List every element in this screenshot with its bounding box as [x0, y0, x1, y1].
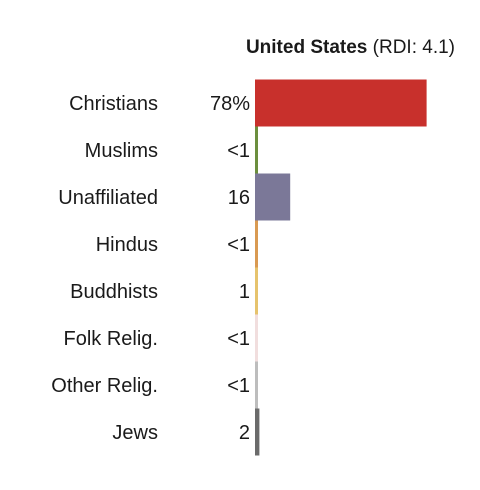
category-label: Muslims — [85, 140, 158, 162]
chart-title-country: United States — [246, 37, 367, 58]
bar — [255, 173, 291, 221]
value-label: 78% — [210, 93, 250, 115]
value-label: <1 — [227, 234, 250, 256]
chart-rows: Christians 78% Muslims <1 Unaffiliated 16 Hind… — [51, 79, 427, 456]
value-label: <1 — [227, 140, 250, 162]
bar — [255, 361, 258, 409]
category-label: Christians — [69, 93, 158, 115]
category-label: Unaffiliated — [58, 187, 158, 209]
bar — [255, 408, 260, 456]
value-label: <1 — [227, 375, 250, 397]
bar — [255, 220, 258, 268]
category-label: Folk Relig. — [64, 328, 158, 350]
bar — [255, 267, 258, 315]
bar — [255, 126, 258, 174]
chart-title-rdi: (RDI: 4.1) — [367, 37, 455, 58]
value-label: 2 — [239, 422, 250, 444]
chart-title: United States (RDI: 4.1) — [246, 37, 455, 58]
category-label: Hindus — [96, 234, 158, 256]
value-label: 1 — [239, 281, 250, 303]
category-label: Other Relig. — [51, 375, 158, 397]
bar — [255, 314, 258, 362]
category-label: Buddhists — [70, 281, 158, 303]
category-label: Jews — [112, 422, 158, 444]
value-label: <1 — [227, 328, 250, 350]
value-label: 16 — [228, 187, 250, 209]
bar — [255, 79, 427, 127]
